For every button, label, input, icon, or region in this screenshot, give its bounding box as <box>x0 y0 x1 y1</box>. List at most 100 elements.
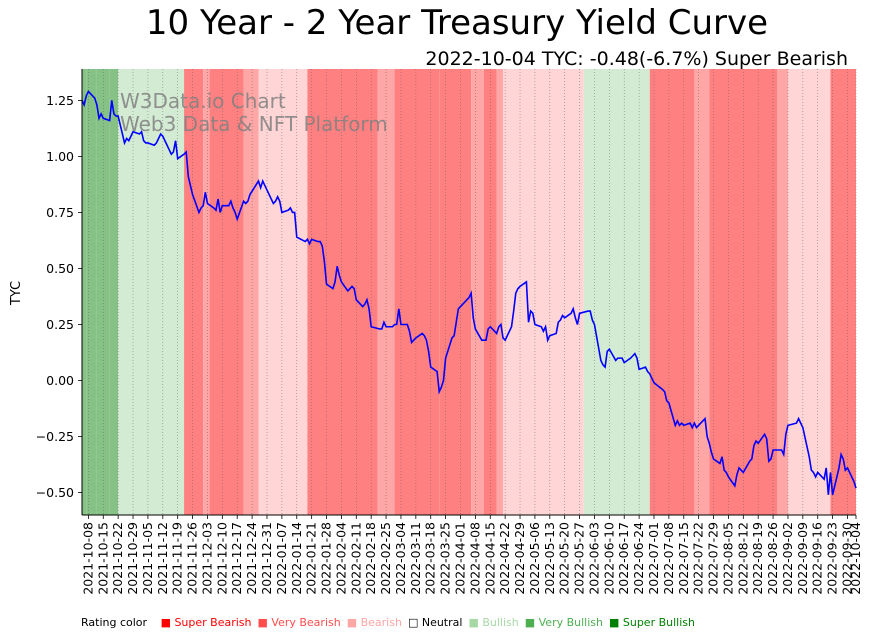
x-tick-label-34: 2022-06-03 <box>586 522 601 595</box>
axes <box>81 69 856 516</box>
rating-band-16 <box>496 69 504 515</box>
rating-band-19 <box>649 69 695 515</box>
rating-band-20 <box>694 69 710 515</box>
rating-band-17 <box>503 69 584 515</box>
x-tick-label-44: 2022-08-12 <box>735 522 750 595</box>
x-tick-label-26: 2022-04-08 <box>467 522 482 595</box>
rating-band-18 <box>583 69 650 515</box>
x-tick-label-52: 2022-10-04 <box>848 522 863 595</box>
rating-band-23 <box>787 69 831 515</box>
rating-band-24 <box>830 69 856 515</box>
x-tick-label-47: 2022-09-02 <box>780 522 795 595</box>
x-tick-label-18: 2022-02-11 <box>348 522 363 595</box>
y-tick-label-2: 0.00 <box>46 373 74 388</box>
rating-band-7 <box>209 69 244 515</box>
x-tick-label-17: 2022-02-04 <box>333 522 348 595</box>
chart-subtitle: 2022-10-04 TYC: -0.48(-6.7%) Super Beari… <box>425 48 848 70</box>
rating-band-22 <box>777 69 788 515</box>
x-tick-label-25: 2022-04-01 <box>452 522 467 595</box>
x-tick-label-8: 2021-12-03 <box>199 522 214 595</box>
x-tick-label-10: 2021-12-17 <box>229 522 244 595</box>
y-tick-label-4: 0.50 <box>46 261 74 276</box>
vertical-gridlines <box>88 69 857 515</box>
x-tick-label-2: 2021-10-22 <box>110 522 125 595</box>
chart-title: 10 Year - 2 Year Treasury Yield Curve <box>146 3 768 43</box>
x-tick-label-12: 2021-12-31 <box>259 522 274 595</box>
x-tick-label-35: 2022-06-10 <box>601 522 616 595</box>
y-tick-label-5: 0.75 <box>46 205 74 220</box>
y-axis-label: TYC <box>9 281 24 306</box>
x-tick-label-36: 2022-06-17 <box>616 522 631 595</box>
x-tick-label-21: 2022-03-04 <box>393 522 408 595</box>
x-tick-label-9: 2021-12-10 <box>214 522 229 595</box>
x-tick-label-48: 2022-09-09 <box>795 522 810 595</box>
x-tick-label-3: 2021-10-29 <box>125 522 140 595</box>
x-tick-label-30: 2022-05-06 <box>527 522 542 595</box>
y-tick-label-0: −0.50 <box>36 485 74 500</box>
x-tick-label-24: 2022-03-25 <box>438 522 453 595</box>
x-tick-label-29: 2022-04-29 <box>512 522 527 595</box>
legend-item-neutral: □ Neutral <box>407 616 463 629</box>
x-tick-label-49: 2022-09-16 <box>810 522 825 595</box>
rating-legend: Rating color ■ Super Bearish ■ Very Beari… <box>81 616 703 629</box>
tyc-series-line <box>81 90 857 496</box>
x-tick-label-40: 2022-07-15 <box>676 522 691 595</box>
x-tick-label-13: 2022-01-07 <box>274 522 289 595</box>
x-tick-label-20: 2022-02-25 <box>378 522 393 595</box>
rating-band-14 <box>471 69 484 515</box>
rating-band-6 <box>203 69 210 515</box>
rating-band-10 <box>307 69 378 515</box>
x-tick-label-0: 2021-10-08 <box>80 522 95 595</box>
x-ticks: 2021-10-08 2021-10-15 2021-10-22 2021-10-29… <box>80 515 863 595</box>
watermark-line-1: W3Data.io Chart <box>120 89 286 113</box>
x-tick-label-16: 2022-01-28 <box>319 522 334 595</box>
x-tick-label-41: 2022-07-22 <box>691 522 706 595</box>
y-tick-label-1: −0.25 <box>36 429 74 444</box>
x-tick-label-51: 2022-09-30 <box>839 522 854 595</box>
legend-item-bearish: ■ Bearish <box>346 616 402 629</box>
rating-band-3 <box>109 69 119 515</box>
x-tick-label-28: 2022-04-22 <box>497 522 512 595</box>
legend-item-super-bearish: ■ Super Bearish <box>160 616 252 629</box>
rating-bands <box>82 69 856 515</box>
x-tick-label-45: 2022-08-19 <box>750 522 765 595</box>
x-tick-label-31: 2022-05-13 <box>542 522 557 595</box>
rating-band-9 <box>258 69 308 515</box>
rating-band-12 <box>394 69 440 515</box>
x-tick-label-19: 2022-02-18 <box>363 522 378 595</box>
y-tick-label-6: 1.00 <box>46 149 74 164</box>
x-tick-label-42: 2022-07-29 <box>706 522 721 595</box>
x-tick-label-11: 2021-12-24 <box>244 522 259 595</box>
x-tick-label-14: 2022-01-14 <box>289 522 304 595</box>
y-ticks: −0.50 −0.25 0.00 0.25 0.50 0.75 1.00 1.25 <box>36 93 82 500</box>
legend-item-super-bullish: ■ Super Bullish <box>608 616 695 629</box>
x-tick-label-27: 2022-04-15 <box>482 522 497 595</box>
x-tick-label-1: 2021-10-15 <box>95 522 110 595</box>
x-tick-label-5: 2021-11-12 <box>155 522 170 595</box>
x-tick-label-37: 2022-06-24 <box>631 522 646 595</box>
x-tick-label-38: 2022-07-01 <box>646 522 661 595</box>
x-tick-label-6: 2021-11-19 <box>170 522 185 595</box>
rating-band-1 <box>86 69 97 515</box>
legend-item-bullish: ■ Bullish <box>468 616 519 629</box>
x-tick-label-33: 2022-05-27 <box>572 522 587 595</box>
x-tick-label-23: 2022-03-18 <box>423 522 438 595</box>
legend-item-very-bearish: ■ Very Bearish <box>257 616 341 629</box>
x-tick-label-39: 2022-07-08 <box>661 522 676 595</box>
x-tick-label-32: 2022-05-20 <box>557 522 572 595</box>
x-tick-label-4: 2021-11-05 <box>140 522 155 595</box>
rating-band-0 <box>82 69 87 515</box>
x-tick-label-15: 2022-01-21 <box>304 522 319 595</box>
x-tick-label-46: 2022-08-26 <box>765 522 780 595</box>
rating-band-8 <box>243 69 259 515</box>
x-tick-label-22: 2022-03-11 <box>408 522 423 595</box>
legend-title: Rating color <box>81 616 148 629</box>
y-tick-label-3: 0.25 <box>46 317 74 332</box>
x-tick-label-7: 2021-11-26 <box>185 522 200 595</box>
x-tick-label-43: 2022-08-05 <box>720 522 735 595</box>
x-tick-label-50: 2022-09-23 <box>825 522 840 595</box>
y-tick-label-7: 1.25 <box>46 93 74 108</box>
watermark-line-2: Web3 Data & NFT Platform <box>120 112 388 136</box>
legend-item-very-bullish: ■ Very Bullish <box>524 616 603 629</box>
